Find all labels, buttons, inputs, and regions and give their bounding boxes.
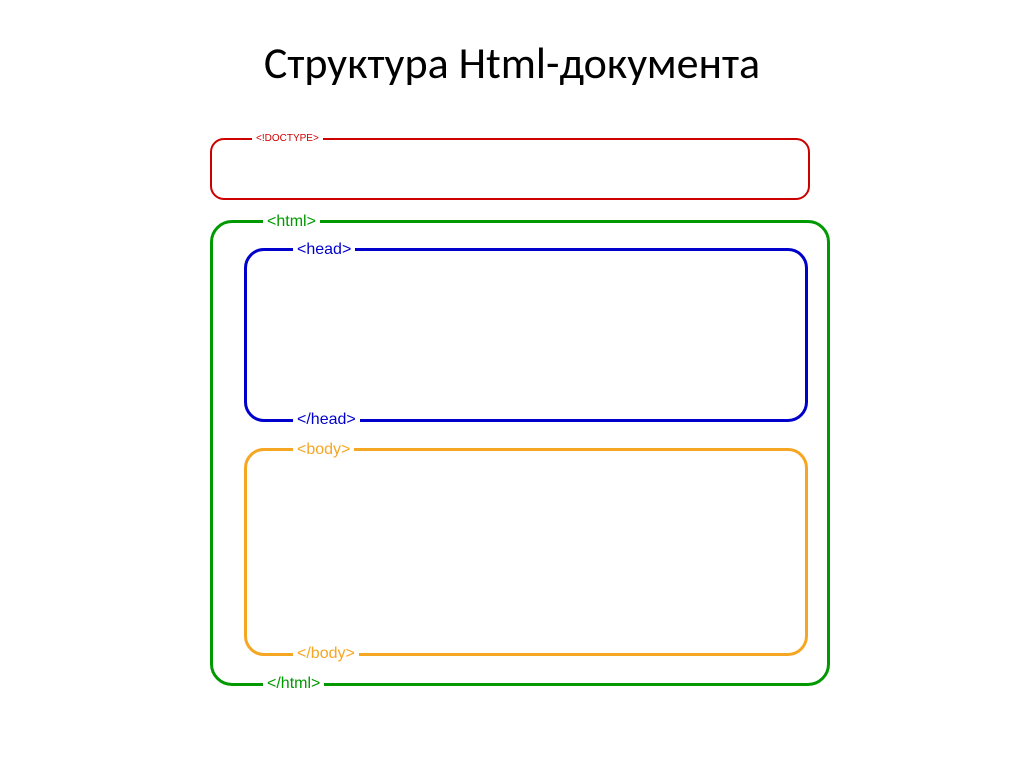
html-open-label: <html> bbox=[263, 214, 320, 230]
doctype-open-label: <!DOCTYPE> bbox=[252, 134, 323, 144]
head-open-label: <head> bbox=[293, 242, 355, 258]
html-close-label: </html> bbox=[263, 676, 324, 692]
head-box: <head> </head> bbox=[244, 248, 808, 422]
page-title: Структура Html-документа bbox=[0, 36, 1024, 90]
doctype-box: <!DOCTYPE> bbox=[210, 138, 810, 200]
head-close-label: </head> bbox=[293, 412, 360, 428]
body-close-label: </body> bbox=[293, 646, 359, 662]
body-box: <body> </body> bbox=[244, 448, 808, 656]
body-open-label: <body> bbox=[293, 442, 354, 458]
